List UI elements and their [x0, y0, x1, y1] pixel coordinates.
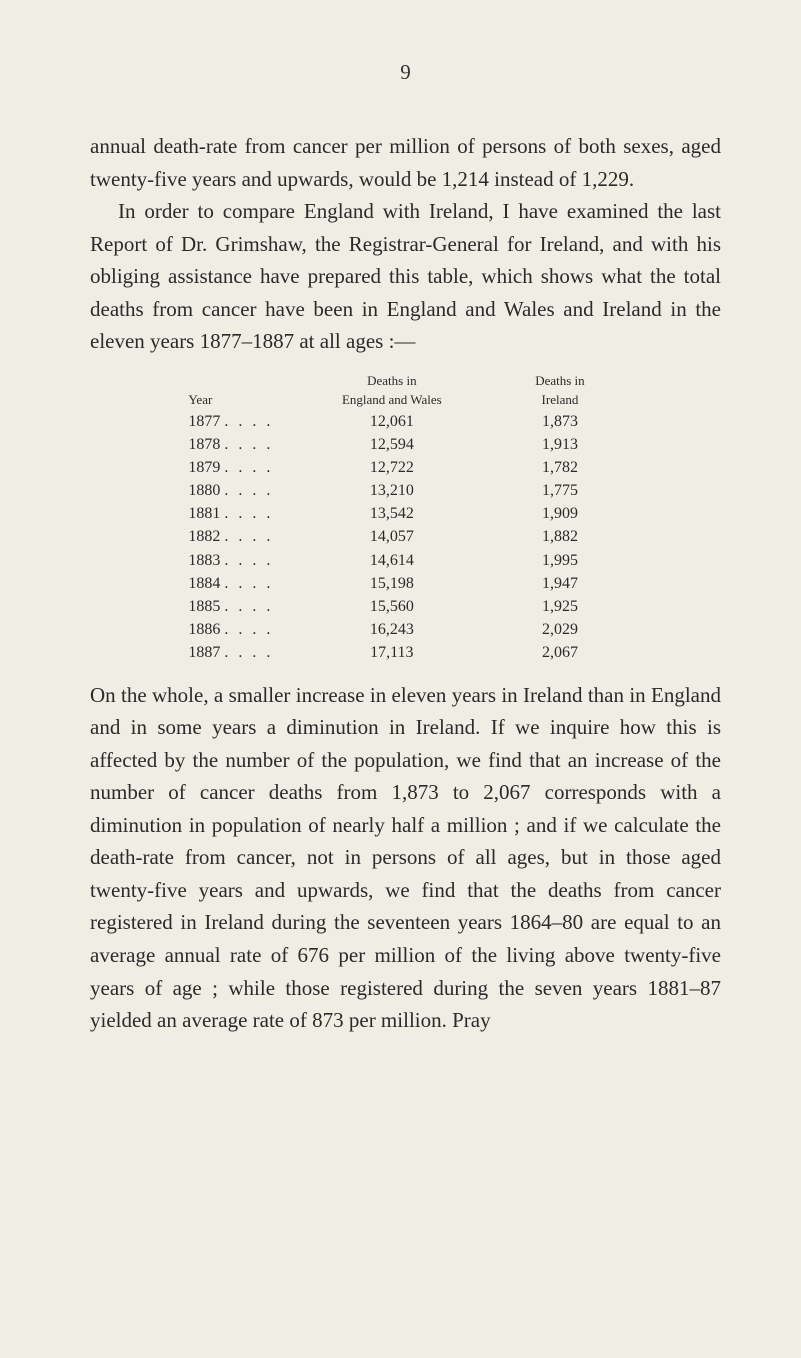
cell-ew: 12,722 — [296, 456, 487, 479]
cell-ire: 1,947 — [487, 572, 632, 595]
cell-ire: 1,882 — [487, 525, 632, 548]
year-value: 1887 — [188, 644, 220, 661]
row-dots: .... — [224, 482, 280, 499]
paragraph-1: annual death-rate from cancer per millio… — [90, 130, 721, 195]
cell-year: 1886 .... — [178, 618, 296, 641]
table-row: 1883 .... 14,614 1,995 — [178, 549, 632, 572]
deaths-table: Deaths in Deaths in Year England and Wal… — [178, 372, 632, 665]
cell-ire: 1,775 — [487, 479, 632, 502]
year-value: 1882 — [188, 528, 220, 545]
table-header-row-1: Deaths in Deaths in — [178, 372, 632, 391]
header-ew-line2: England and Wales — [296, 391, 487, 410]
year-value: 1883 — [188, 552, 220, 569]
body-text-block: annual death-rate from cancer per millio… — [90, 130, 721, 358]
header-ire-line1: Deaths in — [487, 372, 632, 391]
cell-ire: 1,909 — [487, 502, 632, 525]
cell-ire: 1,782 — [487, 456, 632, 479]
cell-ew: 12,594 — [296, 433, 487, 456]
cell-year: 1883 .... — [178, 549, 296, 572]
cell-year: 1882 .... — [178, 525, 296, 548]
body-text-block-2: On the whole, a smaller increase in elev… — [90, 679, 721, 1037]
table-row: 1878 .... 12,594 1,913 — [178, 433, 632, 456]
cell-year: 1881 .... — [178, 502, 296, 525]
cell-ew: 17,113 — [296, 641, 487, 664]
table-row: 1877 .... 12,061 1,873 — [178, 410, 632, 433]
row-dots: .... — [224, 598, 280, 615]
table-row: 1880 .... 13,210 1,775 — [178, 479, 632, 502]
row-dots: .... — [224, 436, 280, 453]
cell-ire: 2,029 — [487, 618, 632, 641]
cell-year: 1885 .... — [178, 595, 296, 618]
row-dots: .... — [224, 552, 280, 569]
cell-ire: 1,873 — [487, 410, 632, 433]
cell-year: 1887 .... — [178, 641, 296, 664]
row-dots: .... — [224, 575, 280, 592]
cell-year: 1878 .... — [178, 433, 296, 456]
table-row: 1879 .... 12,722 1,782 — [178, 456, 632, 479]
cell-ew: 13,210 — [296, 479, 487, 502]
table-header-row-2: Year England and Wales Ireland — [178, 391, 632, 410]
table-row: 1885 .... 15,560 1,925 — [178, 595, 632, 618]
cell-ew: 13,542 — [296, 502, 487, 525]
year-value: 1881 — [188, 505, 220, 522]
cell-year: 1877 .... — [178, 410, 296, 433]
year-value: 1886 — [188, 621, 220, 638]
year-value: 1885 — [188, 598, 220, 615]
year-value: 1880 — [188, 482, 220, 499]
page-number: 9 — [90, 60, 721, 85]
table-row: 1886 .... 16,243 2,029 — [178, 618, 632, 641]
row-dots: .... — [224, 505, 280, 522]
cell-ew: 14,614 — [296, 549, 487, 572]
row-dots: .... — [224, 413, 280, 430]
cell-ire: 1,995 — [487, 549, 632, 572]
cell-ew: 15,198 — [296, 572, 487, 595]
cell-year: 1884 .... — [178, 572, 296, 595]
table-row: 1882 .... 14,057 1,882 — [178, 525, 632, 548]
paragraph-3: On the whole, a smaller increase in elev… — [90, 679, 721, 1037]
header-ew-line1: Deaths in — [296, 372, 487, 391]
paragraph-2: In order to compare England with Ireland… — [90, 195, 721, 358]
cell-ire: 1,925 — [487, 595, 632, 618]
cell-ew: 16,243 — [296, 618, 487, 641]
cell-ew: 14,057 — [296, 525, 487, 548]
header-year: Year — [178, 391, 296, 410]
cell-ew: 15,560 — [296, 595, 487, 618]
row-dots: .... — [224, 644, 280, 661]
cell-ire: 1,913 — [487, 433, 632, 456]
table-row: 1881 .... 13,542 1,909 — [178, 502, 632, 525]
cell-ew: 12,061 — [296, 410, 487, 433]
header-ire-line2: Ireland — [487, 391, 632, 410]
year-value: 1879 — [188, 459, 220, 476]
year-value: 1877 — [188, 413, 220, 430]
header-year-blank — [178, 372, 296, 391]
row-dots: .... — [224, 621, 280, 638]
row-dots: .... — [224, 528, 280, 545]
year-value: 1878 — [188, 436, 220, 453]
cell-year: 1880 .... — [178, 479, 296, 502]
table-row: 1887 .... 17,113 2,067 — [178, 641, 632, 664]
cell-year: 1879 .... — [178, 456, 296, 479]
cell-ire: 2,067 — [487, 641, 632, 664]
year-value: 1884 — [188, 575, 220, 592]
table-row: 1884 .... 15,198 1,947 — [178, 572, 632, 595]
row-dots: .... — [224, 459, 280, 476]
